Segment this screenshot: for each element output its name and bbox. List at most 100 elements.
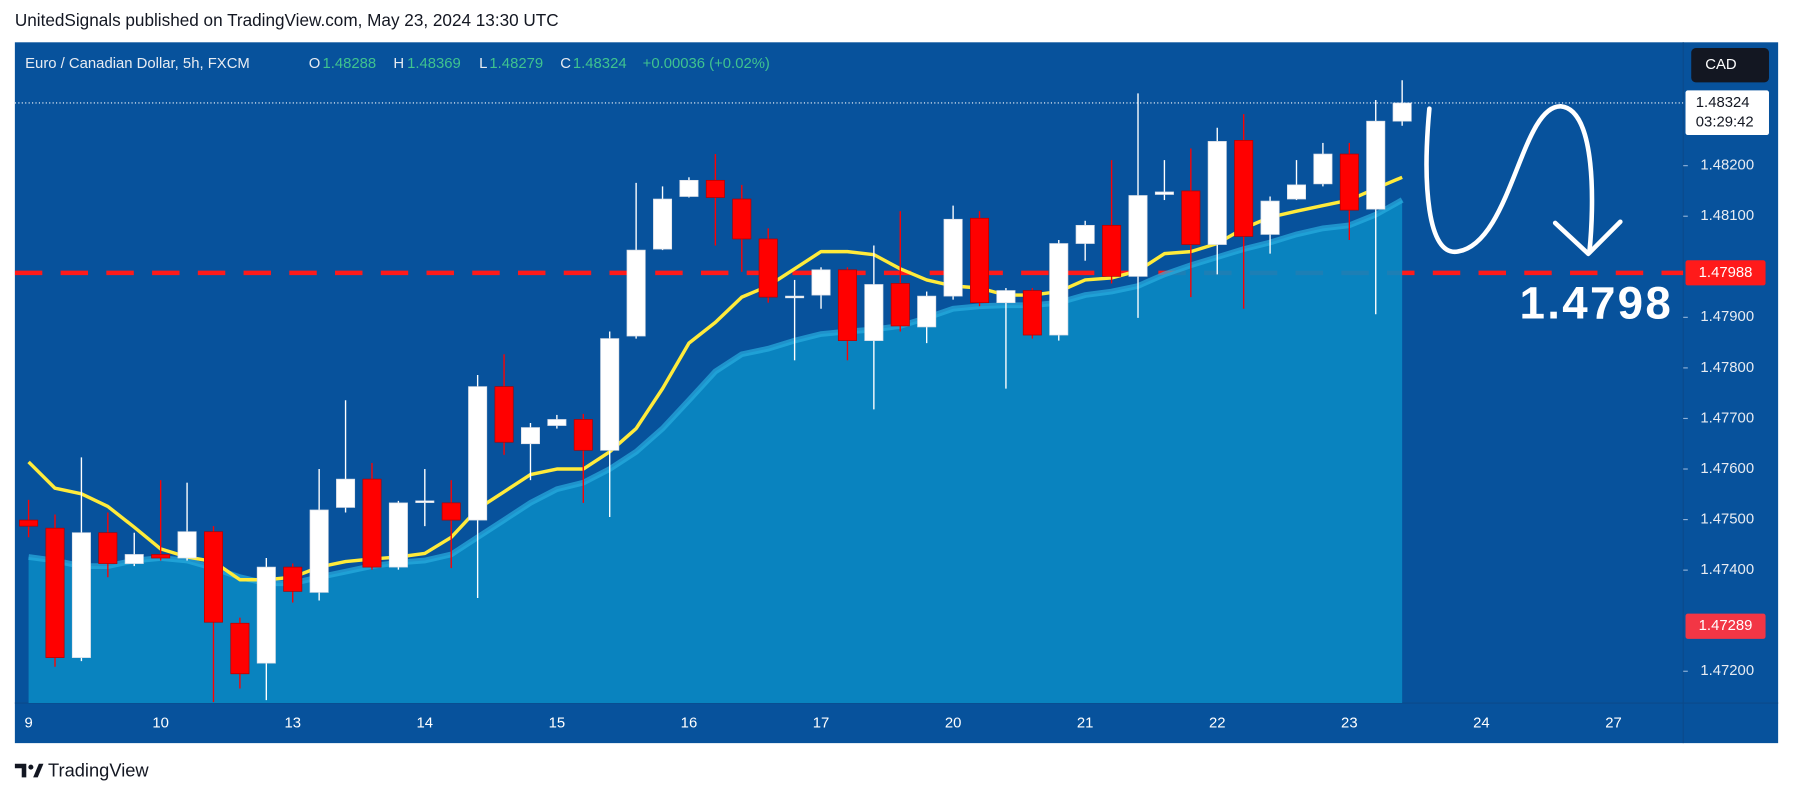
x-tick-label: 17: [813, 716, 830, 732]
ohlc-value: 1.48369: [407, 56, 461, 72]
level-label-box: [1685, 613, 1766, 639]
brand: TradingView: [48, 760, 149, 781]
symbol: Euro / Canadian Dollar, 5h, FXCM: [25, 56, 250, 72]
candle-body: [1313, 153, 1333, 185]
level-label: 1.47289: [1699, 618, 1753, 634]
candle-body: [19, 519, 39, 527]
x-tick-label: 10: [152, 716, 169, 732]
candle-body: [256, 566, 276, 664]
candle-body: [573, 419, 593, 451]
candle-body: [1022, 290, 1042, 336]
logo-part: [28, 764, 34, 770]
currency-button[interactable]: [1691, 48, 1769, 83]
candle-body: [626, 249, 646, 337]
candle-body: [811, 269, 831, 296]
arrow-head: [1552, 219, 1623, 257]
x-tick-label: 23: [1341, 716, 1358, 732]
currency[interactable]: CAD: [1705, 57, 1737, 73]
candle-body: [943, 218, 963, 297]
candle-body: [388, 502, 408, 568]
candle-body: [1049, 243, 1069, 336]
ohlc-value: 1.48288: [322, 56, 376, 72]
plot-area: [14, 80, 1684, 704]
candle-body: [124, 554, 144, 564]
candle-body: [336, 478, 356, 508]
candle-body: [785, 295, 805, 299]
candle-body: [653, 198, 673, 250]
candle-body: [547, 419, 567, 426]
candle-body: [98, 532, 118, 564]
ohlc-value: 1.48324: [573, 56, 627, 72]
y-tick-label: 1.47800: [1700, 360, 1754, 376]
candle-body: [520, 427, 540, 445]
x-tick-label: 20: [945, 716, 962, 732]
candle-body: [71, 532, 91, 658]
level-label-box: [1685, 260, 1766, 286]
x-tick-label: 13: [284, 716, 301, 732]
x-tick-label: 22: [1209, 716, 1226, 732]
y-tick-label: 1.48200: [1700, 158, 1754, 174]
level-label: 1.47988: [1699, 265, 1753, 281]
footer-logo: [14, 763, 44, 778]
candle-body: [705, 179, 725, 198]
candle-body: [732, 198, 752, 240]
candle-body: [45, 527, 65, 658]
legend-line: Euro / Canadian Dollar, 5h, FXCM O 1.482…: [25, 56, 770, 72]
annotation-arrow: [1424, 104, 1623, 257]
logo-part: [33, 763, 44, 778]
x-tick-label: 21: [1077, 716, 1094, 732]
candle-body: [837, 269, 857, 341]
candle-body: [203, 531, 223, 623]
candle-body: [494, 386, 514, 443]
price-label-box: [1685, 90, 1769, 135]
y-tick-label: 1.47600: [1700, 461, 1754, 477]
candle-body: [1339, 153, 1359, 211]
candle-body: [864, 284, 884, 341]
ohlc-label: H: [393, 56, 404, 72]
y-tick-label: 1.47900: [1700, 309, 1754, 325]
y-tick-label: 1.48100: [1700, 208, 1754, 224]
x-tick-label: 16: [681, 716, 698, 732]
axes: 1.47200 1.47400 1.47500 1.47600 1.47700 1.478…: [24, 90, 1769, 732]
y-tick-label: 1.47700: [1700, 410, 1754, 426]
candle-body: [441, 502, 461, 521]
x-tick-label: 14: [417, 716, 434, 732]
candle-body: [283, 566, 303, 592]
ohlc-label: C: [560, 56, 571, 72]
candle-body: [600, 338, 620, 451]
change: +0.00036 (+0.02%): [643, 56, 770, 72]
candle-body: [1154, 191, 1174, 195]
candle-body: [1075, 224, 1095, 244]
annotation: 1.4798: [1520, 277, 1674, 328]
candle-body: [1181, 190, 1201, 245]
candle-body: [1207, 141, 1227, 245]
candle-body: [996, 290, 1016, 304]
candle-body: [151, 554, 171, 559]
candle-body: [1260, 200, 1280, 235]
candle-body: [1287, 184, 1306, 200]
ohlc-label: L: [479, 56, 487, 72]
candle-body: [758, 238, 778, 298]
candle-body: [890, 283, 910, 327]
candle-body: [362, 478, 382, 568]
candle-body: [1102, 224, 1122, 277]
x-tick-label: 15: [549, 716, 566, 732]
candle-body: [970, 217, 990, 304]
candle-body: [1366, 120, 1386, 210]
logo-part: [14, 763, 27, 778]
x-tick-label: 9: [24, 716, 32, 732]
candle-body: [309, 509, 329, 593]
price-label: 1.48324: [1696, 95, 1750, 111]
published-note: UnitedSignals published on TradingView.c…: [15, 10, 559, 30]
arrow-path: [1424, 104, 1595, 254]
ohlc-label: O: [309, 56, 321, 72]
countdown: 03:29:42: [1696, 114, 1754, 130]
x-tick-label: 27: [1605, 716, 1622, 732]
candle-body: [1234, 140, 1254, 237]
candle-body: [177, 531, 197, 559]
y-tick-label: 1.47500: [1700, 512, 1754, 528]
y-tick-label: 1.47200: [1700, 663, 1754, 679]
candle-body: [1392, 102, 1412, 122]
ohlc-value: 1.48279: [489, 56, 543, 72]
